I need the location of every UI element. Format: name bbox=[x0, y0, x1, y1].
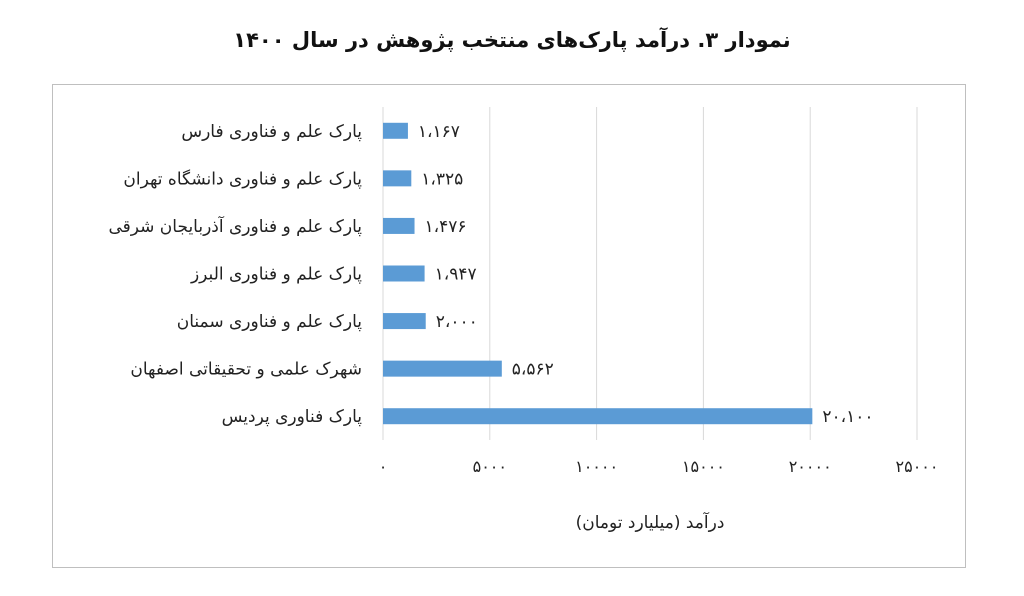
data-label: ۱،۱۶۷ bbox=[418, 122, 460, 142]
x-tick-label: ۲۵۰۰۰ bbox=[896, 457, 939, 476]
data-label: ۱،۳۲۵ bbox=[421, 169, 463, 189]
bar bbox=[383, 170, 412, 187]
x-axis-title: درآمد (میلیارد تومان) bbox=[576, 511, 725, 533]
bar bbox=[383, 265, 425, 282]
data-label: ۱،۹۴۷ bbox=[435, 265, 477, 285]
bar bbox=[383, 360, 502, 377]
bar bbox=[383, 408, 813, 425]
bar bbox=[383, 313, 426, 330]
category-label: پارک علم و فناوری سمنان bbox=[177, 312, 363, 332]
bar bbox=[383, 122, 408, 139]
x-tick-label: ۱۰۰۰۰ bbox=[575, 457, 618, 476]
category-label: پارک علم و فناوری البرز bbox=[190, 265, 362, 285]
x-tick-label: ۰ bbox=[379, 457, 388, 476]
chart-title: نمودار ۳. درآمد پارک‌های منتخب پژوهش در … bbox=[233, 28, 791, 52]
x-tick-label: ۵۰۰۰ bbox=[473, 457, 507, 476]
category-label: پارک علم و فناوری آذربایجان شرقی bbox=[108, 215, 362, 237]
bar bbox=[383, 217, 415, 234]
data-label: ۲،۰۰۰ bbox=[436, 312, 478, 332]
data-label: ۵،۵۶۲ bbox=[512, 360, 554, 380]
category-label: پارک علم و فناوری فارس bbox=[181, 122, 362, 142]
chart-frame bbox=[52, 84, 966, 568]
data-label: ۱،۴۷۶ bbox=[425, 217, 467, 237]
x-tick-label: ۱۵۰۰۰ bbox=[682, 457, 725, 476]
category-label: شهرک علمی و تحقیقاتی اصفهان bbox=[130, 360, 362, 380]
category-label: پارک علم و فناوری دانشگاه تهران bbox=[123, 168, 362, 189]
data-label: ۲۰،۱۰۰ bbox=[822, 407, 873, 427]
x-tick-label: ۲۰۰۰۰ bbox=[789, 457, 832, 476]
category-label: پارک فناوری پردیس bbox=[222, 407, 363, 427]
